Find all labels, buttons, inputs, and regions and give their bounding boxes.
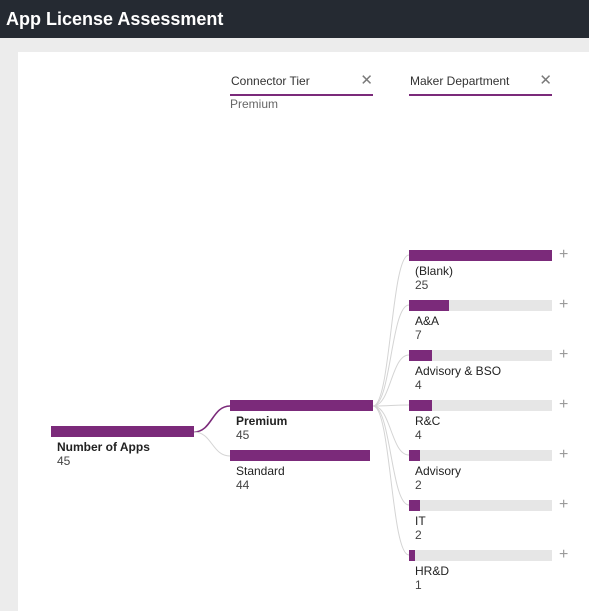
department-bar: [409, 300, 449, 311]
department-bar: [409, 400, 432, 411]
connector-line: [193, 431, 231, 457]
level-header-maker-department: Maker Department ✕: [409, 72, 552, 96]
department-bar-track: [409, 350, 552, 361]
tier-node[interactable]: Premium 45: [230, 400, 373, 442]
tier-label: Premium: [236, 414, 288, 428]
department-bar-track: [409, 300, 552, 311]
department-value: 25: [415, 278, 429, 292]
department-bar: [409, 450, 420, 461]
department-value: 4: [415, 428, 422, 442]
department-label: A&A: [415, 314, 440, 328]
expand-plus-icon[interactable]: +: [559, 296, 569, 313]
department-bar: [409, 500, 420, 511]
root-label: Number of Apps: [57, 440, 150, 454]
root-node[interactable]: Number of Apps 45: [51, 426, 194, 468]
expand-plus-icon[interactable]: +: [559, 496, 569, 513]
root-bar: [51, 426, 194, 437]
expand-plus-icon[interactable]: +: [559, 546, 569, 563]
tier-value: 45: [236, 428, 250, 442]
department-value: 4: [415, 378, 422, 392]
level-header-label: Maker Department: [410, 74, 510, 88]
department-value: 2: [415, 528, 422, 542]
department-node[interactable]: HR&D 1: [409, 550, 552, 592]
department-bar-track: [409, 450, 552, 461]
connector-line: [372, 404, 410, 407]
expand-plus-icon[interactable]: +: [559, 246, 569, 263]
department-label: Advisory & BSO: [415, 364, 502, 378]
connector-line: [372, 354, 410, 407]
connector-line: [372, 405, 410, 506]
root-value: 45: [57, 454, 71, 468]
department-node[interactable]: A&A 7: [409, 300, 552, 342]
expand-plus-icon[interactable]: +: [559, 446, 569, 463]
tier-node[interactable]: Standard 44: [230, 450, 373, 492]
title-bar: App License Assessment: [0, 0, 589, 38]
connector-line: [372, 405, 410, 556]
department-value: 7: [415, 328, 422, 342]
connector-line: [372, 304, 410, 407]
tier-bar: [230, 400, 373, 411]
department-node[interactable]: Advisory 2: [409, 450, 552, 492]
level-header-connector-tier: Connector Tier ✕: [230, 72, 373, 96]
department-bar: [409, 350, 432, 361]
decomposition-tree-panel: Connector Tier ✕ Premium Maker Departmen…: [18, 52, 589, 611]
app-title: App License Assessment: [6, 9, 224, 29]
tier-bar: [230, 450, 370, 461]
department-label: (Blank): [415, 264, 454, 278]
department-bar: [409, 550, 415, 561]
close-icon[interactable]: ✕: [360, 72, 373, 89]
department-value: 2: [415, 478, 422, 492]
tier-label: Standard: [236, 464, 285, 478]
department-node[interactable]: Advisory & BSO 4: [409, 350, 552, 392]
connector-line: [193, 405, 231, 433]
department-value: 1: [415, 578, 422, 592]
tier-value: 44: [236, 478, 250, 492]
level-header-label: Connector Tier: [231, 74, 310, 88]
department-label: IT: [415, 514, 426, 528]
connector-line: [372, 254, 410, 407]
department-bar-track: [409, 400, 552, 411]
department-node[interactable]: (Blank) 25: [409, 250, 552, 292]
department-bar: [409, 250, 552, 261]
close-icon[interactable]: ✕: [539, 72, 552, 89]
department-node[interactable]: IT 2: [409, 500, 552, 542]
tree-connectors: [193, 254, 410, 556]
department-node[interactable]: R&C 4: [409, 400, 552, 442]
department-label: R&C: [415, 414, 441, 428]
level-selection: Premium: [230, 97, 279, 111]
department-label: Advisory: [415, 464, 462, 478]
department-bar-track: [409, 500, 552, 511]
expand-plus-icon[interactable]: +: [559, 396, 569, 413]
expand-plus-icon[interactable]: +: [559, 346, 569, 363]
connector-line: [372, 405, 410, 456]
department-bar-track: [409, 550, 552, 561]
department-label: HR&D: [415, 564, 450, 578]
